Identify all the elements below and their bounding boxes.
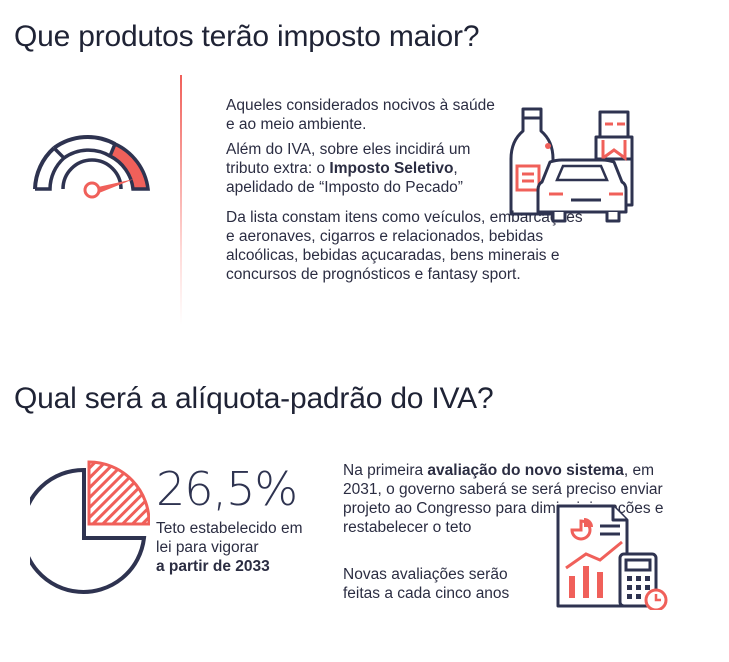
section1-p2-c: , apelidado de “Imposto do Pecado”	[226, 160, 463, 196]
section2-title: Qual será a alíquota-padrão do IVA?	[14, 382, 494, 415]
section1-title: Que produtos terão imposto maior?	[14, 20, 480, 53]
rate-caption-a: Teto estabelecido em lei para vigorar	[156, 520, 303, 556]
section2-p2: Novas avaliações serão feitas a cada cin…	[343, 566, 510, 602]
section1-p3: Da lista constam itens como veículos, em…	[226, 209, 583, 283]
section1-text: Aqueles considerados nocivos à saúde e a…	[226, 96, 496, 203]
section1-p2: Além do IVA, sobre eles incidirá um trib…	[226, 140, 496, 197]
rate-caption: Teto estabelecido em lei para vigorar a …	[156, 519, 316, 576]
section1-p2-a: Além do IVA, sobre eles incidirá um trib…	[226, 141, 471, 177]
imposto-seletivo-label: Imposto Seletivo	[329, 160, 454, 177]
products-icon	[509, 107, 634, 223]
divider	[180, 75, 182, 325]
speedometer-icon	[33, 135, 150, 199]
avaliacao-label: avaliação do novo sistema	[427, 462, 624, 479]
section1-p1: Aqueles considerados nocivos à saúde e a…	[226, 97, 495, 133]
pie-chart-icon	[30, 460, 150, 594]
rate-caption-b: a partir de 2033	[156, 558, 270, 575]
section2-p1-a: Na primeira	[343, 462, 428, 479]
report-calculator-icon	[556, 504, 668, 610]
rate-value: 26,5%	[156, 462, 298, 516]
